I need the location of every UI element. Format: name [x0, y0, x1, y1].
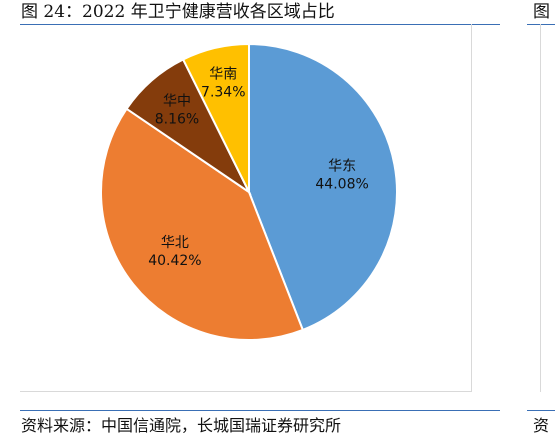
pie-slice-4 — [181, 42, 250, 193]
source-rule — [20, 410, 500, 411]
slice-percent-label: 44.08% — [315, 176, 368, 192]
pie-slices — [100, 42, 398, 341]
neighbor-plot-frame — [540, 24, 541, 392]
figure-title: 图 24：2022 年卫宁健康营收各区域占比 — [21, 2, 335, 22]
slice-region-label: 华中 — [163, 93, 191, 109]
slice-region-label: 华东 — [328, 158, 356, 174]
pie-labels: 华东 44.08% 华北 40.42% 华中 8.16% 华南 7.34% — [148, 66, 369, 269]
pie-slice-1 — [248, 42, 398, 332]
plot-area-frame — [20, 24, 472, 392]
neighbor-figure-title: 图 — [533, 2, 550, 22]
neighbor-source-rule — [527, 410, 555, 411]
pie-slice-2 — [100, 107, 305, 341]
slice-percent-label: 7.34% — [201, 84, 245, 100]
title-rule — [20, 24, 500, 25]
slice-percent-label: 40.42% — [148, 253, 201, 269]
slice-region-label: 华北 — [161, 235, 189, 251]
neighbor-title-rule — [527, 24, 555, 25]
slice-percent-label: 8.16% — [155, 111, 199, 127]
source-note: 资料来源：中国信通院，长城国瑞证券研究所 — [21, 416, 342, 435]
neighbor-source-note: 资 — [533, 416, 550, 435]
slice-region-label: 华南 — [209, 66, 237, 82]
